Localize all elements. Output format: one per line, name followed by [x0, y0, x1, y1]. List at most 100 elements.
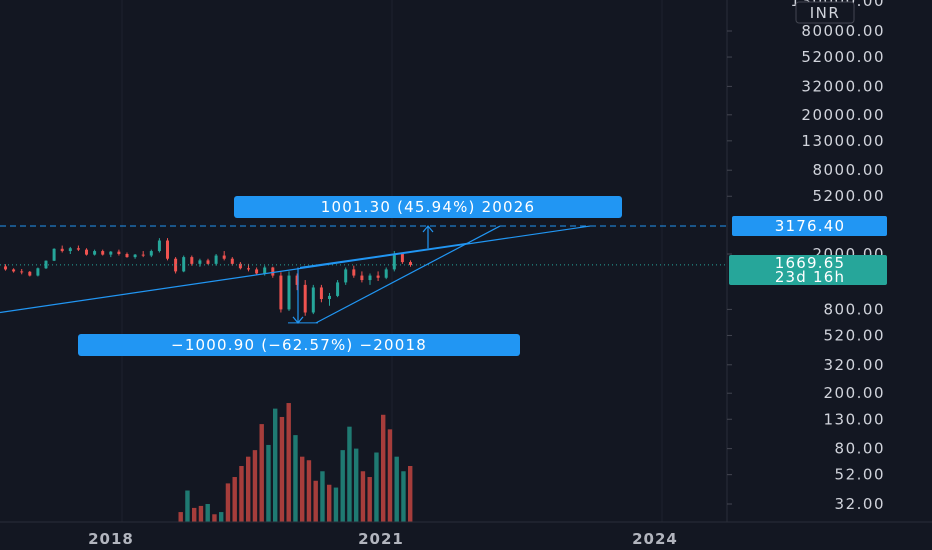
- volume-bar: [320, 471, 325, 524]
- price-label: 200.00: [824, 384, 886, 402]
- currency-tag[interactable]: [795, 1, 855, 24]
- candle-body: [271, 267, 275, 276]
- candle-body: [182, 257, 186, 272]
- target-price-badge[interactable]: [732, 216, 887, 236]
- measure-down-callout[interactable]: [78, 334, 520, 356]
- trendline-long[interactable]: [0, 225, 591, 314]
- volume-bar: [374, 452, 379, 524]
- volume-bar: [333, 487, 339, 524]
- candle-body: [319, 287, 323, 300]
- candle-body: [20, 271, 24, 273]
- last-price-badge[interactable]: [729, 255, 887, 285]
- candle-body: [230, 258, 234, 264]
- price-label: 800.00: [824, 300, 886, 318]
- candle-body: [60, 248, 64, 252]
- volume-bar: [394, 456, 399, 524]
- volume-bar: [192, 507, 197, 524]
- volume-bar: [327, 484, 332, 524]
- volume-bar: [360, 471, 366, 524]
- target-price-value: 3176.40: [775, 217, 845, 235]
- candle-body: [336, 282, 340, 296]
- candle-body: [247, 268, 250, 270]
- candle-body: [409, 262, 412, 265]
- candle-body: [400, 254, 404, 263]
- candle-body: [368, 275, 372, 281]
- price-label: 80000.00: [801, 22, 885, 40]
- candle-body: [141, 254, 145, 256]
- candle-body: [4, 266, 7, 270]
- measure-up-arrowhead: [422, 225, 434, 233]
- trendline-resistance[interactable]: [299, 242, 471, 269]
- volume-bar: [286, 403, 291, 524]
- candle-body: [263, 267, 267, 274]
- candle-body: [206, 260, 210, 264]
- candle-body: [238, 263, 242, 269]
- volume-bar: [273, 408, 278, 524]
- volume-bar: [354, 448, 359, 524]
- candle-body: [279, 275, 283, 310]
- candle-body: [157, 240, 161, 252]
- volume-bar: [252, 450, 258, 524]
- candle-body: [76, 248, 80, 250]
- candle-body: [101, 251, 105, 255]
- time-label-2024: 2024: [632, 530, 678, 548]
- price-label: 320.00: [824, 356, 886, 374]
- candle-body: [28, 271, 32, 276]
- volume-bar: [246, 456, 251, 524]
- volume-bar: [367, 477, 372, 524]
- candle-body: [287, 275, 291, 310]
- price-label: 5200.00: [812, 187, 885, 205]
- volume-bar: [313, 480, 318, 524]
- last-price-value: 1669.65: [775, 254, 845, 272]
- price-label: 32000.00: [801, 77, 885, 95]
- volume-bar: [293, 435, 298, 524]
- volume-bar: [259, 424, 264, 524]
- volume-bar: [381, 414, 386, 524]
- volume-bar: [185, 490, 190, 524]
- volume-bar: [239, 465, 244, 524]
- candle-body: [392, 254, 396, 270]
- volume-bar: [225, 483, 231, 524]
- price-label: 8000.00: [812, 161, 885, 179]
- candle-body: [125, 254, 129, 258]
- volume-bar: [387, 429, 393, 524]
- last-price-countdown: 23d 16h: [775, 268, 845, 286]
- candle-body: [133, 254, 137, 258]
- candle-body: [344, 269, 348, 283]
- candle-body: [255, 269, 259, 274]
- candle-body: [214, 255, 218, 264]
- volume-bar: [306, 460, 312, 524]
- trend-drawings[interactable]: [0, 225, 727, 324]
- price-label: 52.00: [835, 466, 885, 484]
- candle-body: [117, 251, 121, 255]
- measure-up-label: 1001.30 (45.94%) 20026: [321, 198, 536, 216]
- candle-body: [198, 260, 202, 264]
- volume-bar: [266, 444, 271, 524]
- price-label: 52000.00: [801, 48, 885, 66]
- candle-body: [36, 268, 40, 276]
- candle-body: [44, 260, 48, 269]
- volume-bar: [300, 456, 305, 524]
- candle-body: [12, 269, 16, 272]
- volume-bar: [340, 450, 345, 524]
- volume-bar: [219, 512, 224, 524]
- price-label: 13000.00: [801, 132, 885, 150]
- price-label: 130.00: [824, 410, 886, 428]
- measure-up-callout[interactable]: [234, 196, 622, 218]
- candlesticks: [4, 238, 412, 316]
- candle-body: [303, 284, 307, 313]
- candle-body: [93, 251, 97, 255]
- time-axis[interactable]: 2018 2021 2024: [88, 530, 678, 548]
- volume-bars: [3, 403, 420, 524]
- candle-body: [384, 269, 388, 278]
- candle-body: [328, 295, 331, 300]
- trendline-support[interactable]: [315, 225, 501, 324]
- candle-body: [166, 240, 169, 259]
- candle-body: [222, 255, 226, 259]
- price-label: 32.00: [835, 495, 885, 513]
- time-axis-area[interactable]: [0, 522, 932, 550]
- candle-body: [109, 251, 113, 255]
- volume-bar: [212, 514, 217, 524]
- volume-bar: [347, 426, 352, 524]
